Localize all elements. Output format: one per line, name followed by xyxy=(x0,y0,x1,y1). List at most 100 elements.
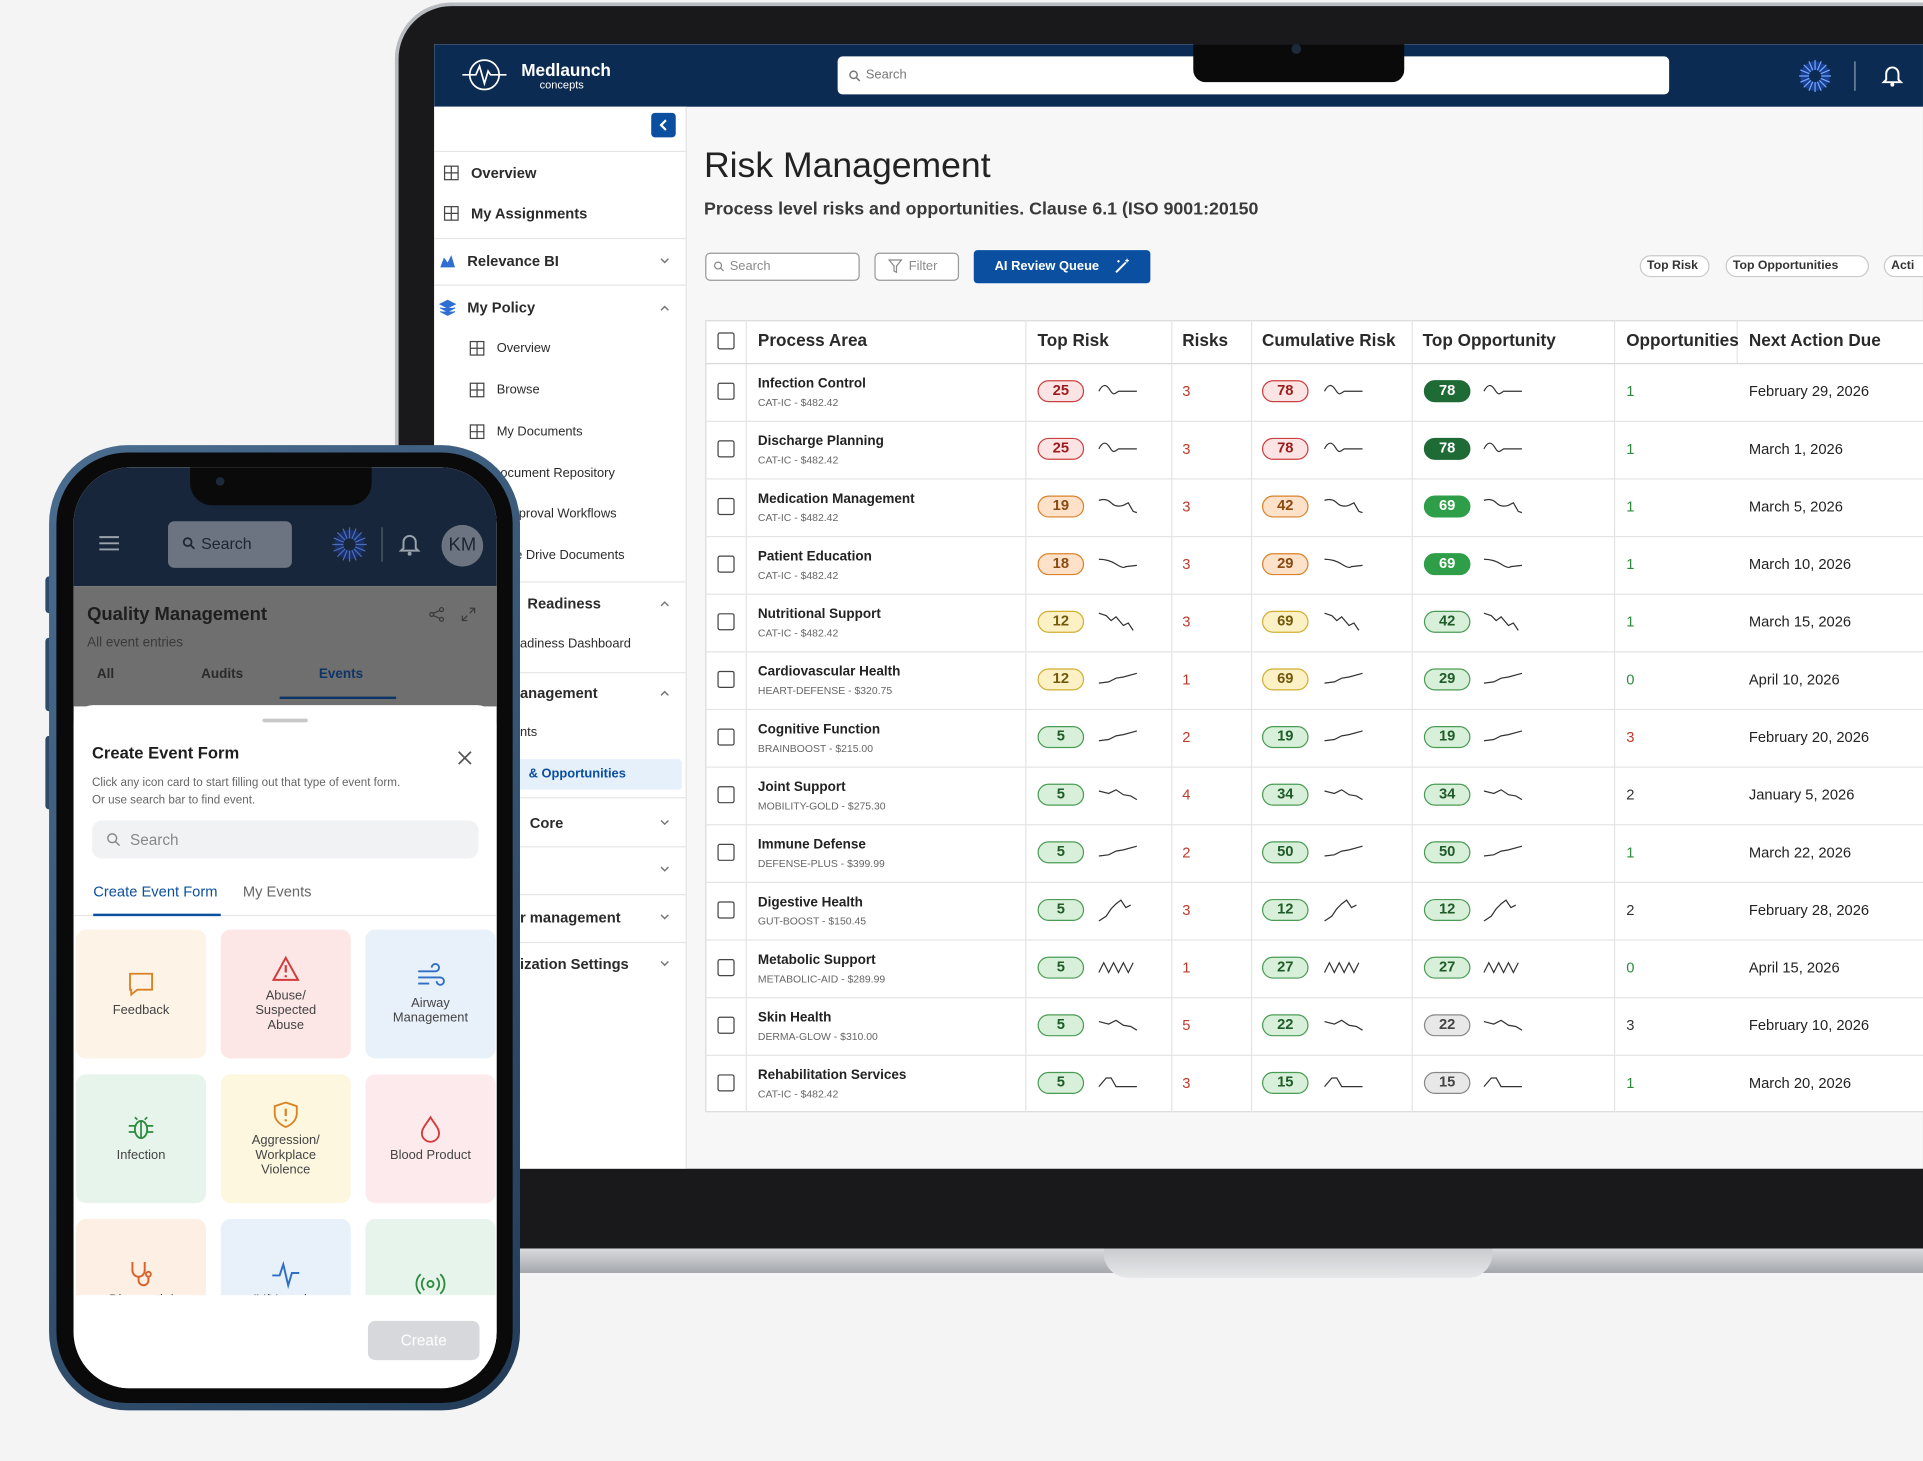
icon-path xyxy=(887,259,903,274)
filter-chip[interactable] xyxy=(1639,255,1710,278)
icon-svg xyxy=(1098,1077,1137,1088)
icon-svg xyxy=(1098,612,1134,631)
column-header[interactable]: Process Area xyxy=(757,329,868,350)
sidebar-item[interactable]: My Policy xyxy=(467,299,536,317)
icon-svg xyxy=(887,259,903,274)
sidebar-item[interactable]: e Drive Documents xyxy=(515,548,625,563)
sidebar-item[interactable]: Relevance BI xyxy=(467,252,559,270)
sidebar-item[interactable]: Browse xyxy=(496,382,540,398)
collapse-button[interactable] xyxy=(651,112,676,138)
checkbox[interactable] xyxy=(717,786,735,804)
sparkline xyxy=(1098,611,1138,633)
event-card[interactable]: Abuse/ Suspected Abuse xyxy=(220,929,351,1059)
checkbox[interactable] xyxy=(717,1016,735,1034)
event-card[interactable]: IV/Vascular xyxy=(220,1219,351,1296)
column-header[interactable]: Next Action Due xyxy=(1748,329,1881,350)
badge-value: 12 xyxy=(1052,611,1070,630)
sidebar-item[interactable]: ization Settings xyxy=(519,955,629,973)
filter-button[interactable] xyxy=(874,252,960,281)
process-name: Patient Education xyxy=(757,549,872,565)
checkbox[interactable] xyxy=(717,901,735,919)
next-action-due: April 15, 2026 xyxy=(1748,959,1840,977)
badge-value: 29 xyxy=(1277,554,1294,572)
column-header[interactable]: Top Opportunity xyxy=(1422,329,1556,350)
event-card[interactable]: Diagnostic/ xyxy=(76,1219,207,1296)
checkbox[interactable] xyxy=(717,555,735,573)
sidebar-item[interactable]: proval Workflows xyxy=(518,506,617,522)
badge-value: 12 xyxy=(1438,900,1456,918)
badge: 12 xyxy=(1037,610,1085,633)
filter-chip[interactable] xyxy=(1725,255,1870,278)
checkbox[interactable] xyxy=(717,728,735,746)
risks-count: 1 xyxy=(1182,670,1191,689)
sheet-search[interactable] xyxy=(91,820,479,859)
sidebar-item[interactable]: Core xyxy=(529,814,564,832)
column-header[interactable]: Top Risk xyxy=(1037,329,1109,350)
filter-chip[interactable] xyxy=(1883,255,1923,278)
divider xyxy=(381,527,383,562)
checkbox[interactable] xyxy=(717,382,735,400)
sidebar-item[interactable]: Overview xyxy=(496,340,551,356)
sidebar-item[interactable]: ocument Repository xyxy=(500,466,615,481)
badge-value: 5 xyxy=(1056,727,1065,745)
create-button[interactable]: Create xyxy=(367,1320,480,1361)
sheet-tab[interactable]: Create Event Form xyxy=(93,883,218,901)
card-label: Blood Product xyxy=(390,1147,471,1163)
avatar[interactable]: KM xyxy=(441,524,484,567)
sidebar-item[interactable]: Overview xyxy=(470,164,537,182)
sparkline xyxy=(1323,438,1364,460)
checkbox[interactable] xyxy=(717,670,735,689)
sparkline xyxy=(1483,495,1523,517)
badge: 78 xyxy=(1423,437,1471,460)
icon-path xyxy=(1483,498,1523,514)
checkbox[interactable] xyxy=(717,843,735,861)
page-tab[interactable]: All xyxy=(96,667,115,682)
checkbox[interactable] xyxy=(717,440,735,458)
sparkline xyxy=(1324,668,1364,690)
icon-path xyxy=(129,972,153,996)
sidebar-item[interactable]: nts xyxy=(519,724,538,740)
sparkline xyxy=(1098,668,1138,690)
icon-circle xyxy=(145,1270,152,1277)
checkbox[interactable] xyxy=(717,613,735,631)
event-card[interactable]: Airway Management xyxy=(365,929,496,1059)
sidebar-item[interactable]: My Documents xyxy=(496,424,583,440)
sidebar-item[interactable]: & Opportunities xyxy=(528,766,626,782)
event-card[interactable]: Feedback xyxy=(76,929,207,1059)
process-code: GUT-BOOST - $150.45 xyxy=(757,914,867,928)
checkbox[interactable] xyxy=(717,1074,735,1092)
page-tab[interactable]: Audits xyxy=(201,667,244,682)
search-box[interactable] xyxy=(705,252,860,281)
card-icon xyxy=(271,955,300,983)
page-tab[interactable]: Events xyxy=(318,667,364,682)
card-grid: Feedback Abuse/ Suspected Abuse Airway Man… xyxy=(74,928,497,1296)
checkbox[interactable] xyxy=(717,332,735,350)
card-label: Aggression/ Workplace Violence xyxy=(251,1132,320,1177)
sidebar-item[interactable]: Readiness xyxy=(527,594,601,612)
sheet-tab[interactable]: My Events xyxy=(242,883,312,901)
icon-svg xyxy=(418,962,445,986)
event-card[interactable]: Infection xyxy=(76,1074,207,1204)
badge: 78 xyxy=(1261,437,1309,460)
badge-value: 18 xyxy=(1052,554,1070,572)
phone-search[interactable] xyxy=(168,521,292,568)
icon-svg xyxy=(128,1116,154,1139)
card-icon xyxy=(128,1260,155,1287)
chevron xyxy=(660,258,670,265)
checkbox[interactable] xyxy=(717,959,735,977)
sidebar-item[interactable]: r management xyxy=(519,908,621,926)
badge-value: 19 xyxy=(1052,496,1070,514)
sidebar-item[interactable]: My Assignments xyxy=(470,204,588,222)
event-card[interactable]: Blood Product xyxy=(365,1074,496,1204)
badge-value: 78 xyxy=(1438,381,1456,399)
column-header[interactable]: Opportunities xyxy=(1626,329,1739,350)
event-card[interactable] xyxy=(365,1219,496,1296)
checkbox[interactable] xyxy=(717,497,735,516)
sidebar-item[interactable]: anagement xyxy=(519,684,598,702)
sidebar-item[interactable]: adiness Dashboard xyxy=(519,636,631,652)
event-card[interactable]: Aggression/ Workplace Violence xyxy=(220,1074,351,1204)
column-header[interactable]: Risks xyxy=(1182,329,1229,350)
column-header[interactable]: Cumulative Risk xyxy=(1261,329,1396,350)
table xyxy=(705,320,1923,1113)
